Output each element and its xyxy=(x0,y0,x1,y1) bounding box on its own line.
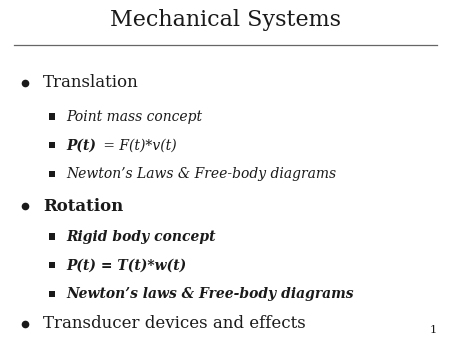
Bar xyxy=(49,234,55,240)
Text: Mechanical Systems: Mechanical Systems xyxy=(109,9,341,31)
Text: Newton’s Laws & Free-body diagrams: Newton’s Laws & Free-body diagrams xyxy=(67,167,337,181)
Text: Transducer devices and effects: Transducer devices and effects xyxy=(43,315,306,332)
Text: Rigid body concept: Rigid body concept xyxy=(67,230,216,244)
Bar xyxy=(49,142,55,148)
Text: Newton’s laws & Free-body diagrams: Newton’s laws & Free-body diagrams xyxy=(67,287,354,301)
Bar xyxy=(49,114,55,120)
Text: = F(t)*v(t): = F(t)*v(t) xyxy=(99,138,177,152)
Bar xyxy=(49,291,55,297)
Text: Point mass concept: Point mass concept xyxy=(67,110,203,124)
Text: Translation: Translation xyxy=(43,74,139,91)
Text: Rotation: Rotation xyxy=(43,198,123,215)
Bar xyxy=(49,171,55,177)
Text: P(t): P(t) xyxy=(67,138,97,152)
Text: 1: 1 xyxy=(429,324,436,335)
Bar xyxy=(49,262,55,268)
Text: P(t) = T(t)*w(t): P(t) = T(t)*w(t) xyxy=(67,258,187,272)
